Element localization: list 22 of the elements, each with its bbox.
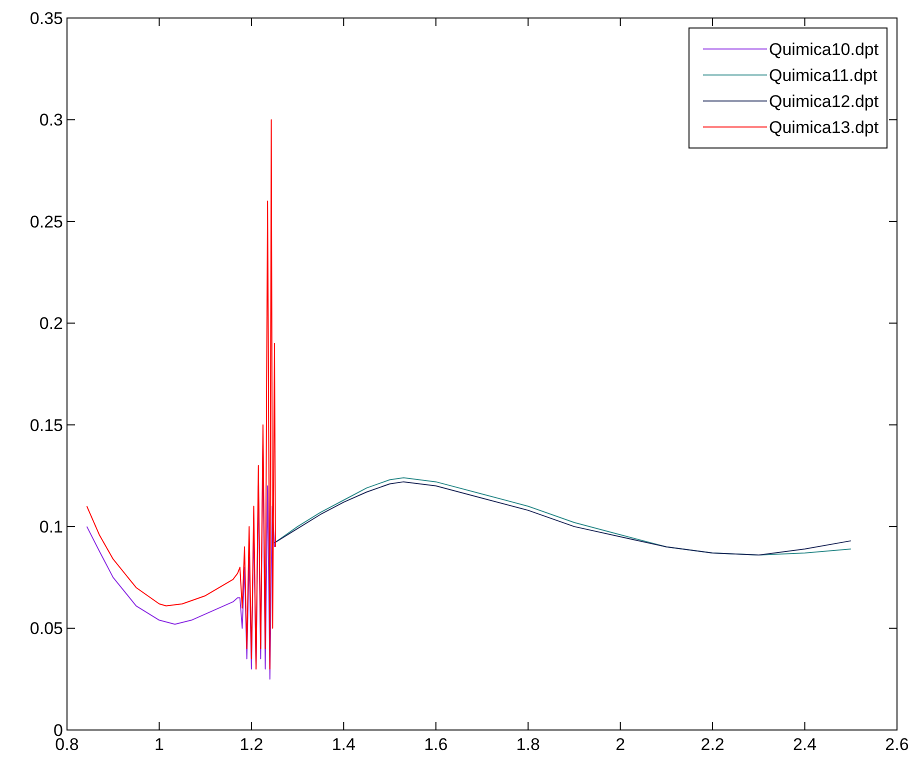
x-tick-label: 2: [616, 735, 626, 754]
legend-label: Quimica13.dpt: [769, 118, 879, 137]
y-tick-label: 0.2: [39, 314, 63, 334]
y-tick-label: 0.25: [30, 212, 63, 232]
x-tick-label: 1.4: [332, 735, 356, 754]
x-tick-label: 2.6: [885, 735, 909, 754]
y-tick-label: 0.1: [39, 518, 63, 537]
legend-label: Quimica12.dpt: [769, 92, 879, 111]
x-tick-label: 1.8: [516, 735, 540, 754]
y-tick-label: 0.05: [30, 619, 63, 638]
y-tick-label: 0.15: [30, 416, 63, 435]
x-tick-label: 2.2: [700, 735, 724, 754]
legend-label: Quimica11.dpt: [769, 66, 878, 85]
y-tick-label: 0.3: [39, 110, 63, 130]
x-tick-label: 0.8: [55, 735, 79, 754]
x-tick-label: 1.2: [240, 735, 264, 754]
line-series: [86, 119, 276, 670]
x-tick-label: 2.4: [792, 735, 817, 754]
y-tick-label: 0.35: [30, 8, 63, 28]
legend-label: Quimica10.dpt: [769, 40, 879, 59]
x-tick-label: 1: [154, 735, 164, 754]
x-tick-label: 1.6: [424, 735, 448, 754]
